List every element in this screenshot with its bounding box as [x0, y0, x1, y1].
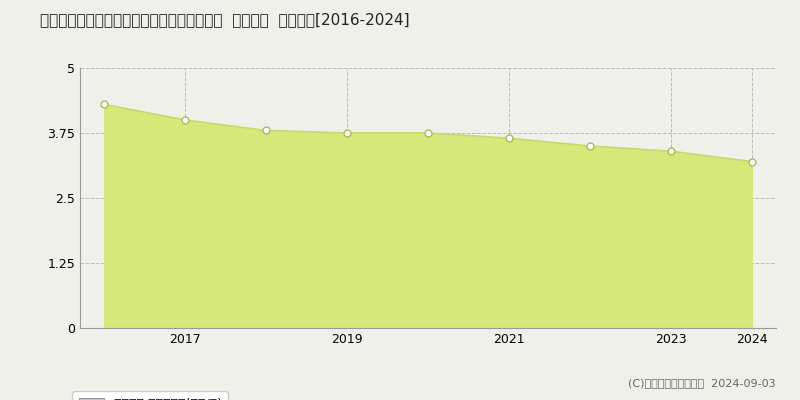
- Point: [664, 148, 677, 154]
- Point: [260, 127, 273, 134]
- Text: 愛知県知多郡南知多町大字山海字小山８９番  地価公示  地価推移[2016-2024]: 愛知県知多郡南知多町大字山海字小山８９番 地価公示 地価推移[2016-2024…: [40, 12, 410, 27]
- Point: [422, 130, 434, 136]
- Point: [583, 143, 596, 149]
- Point: [341, 130, 354, 136]
- Text: (C)土地価格ドットコム  2024-09-03: (C)土地価格ドットコム 2024-09-03: [628, 378, 776, 388]
- Point: [502, 135, 515, 142]
- Point: [746, 158, 758, 165]
- Legend: 地価公示 平均坪単価(万円/坪): 地価公示 平均坪単価(万円/坪): [72, 392, 228, 400]
- Point: [179, 117, 192, 123]
- Point: [98, 101, 110, 108]
